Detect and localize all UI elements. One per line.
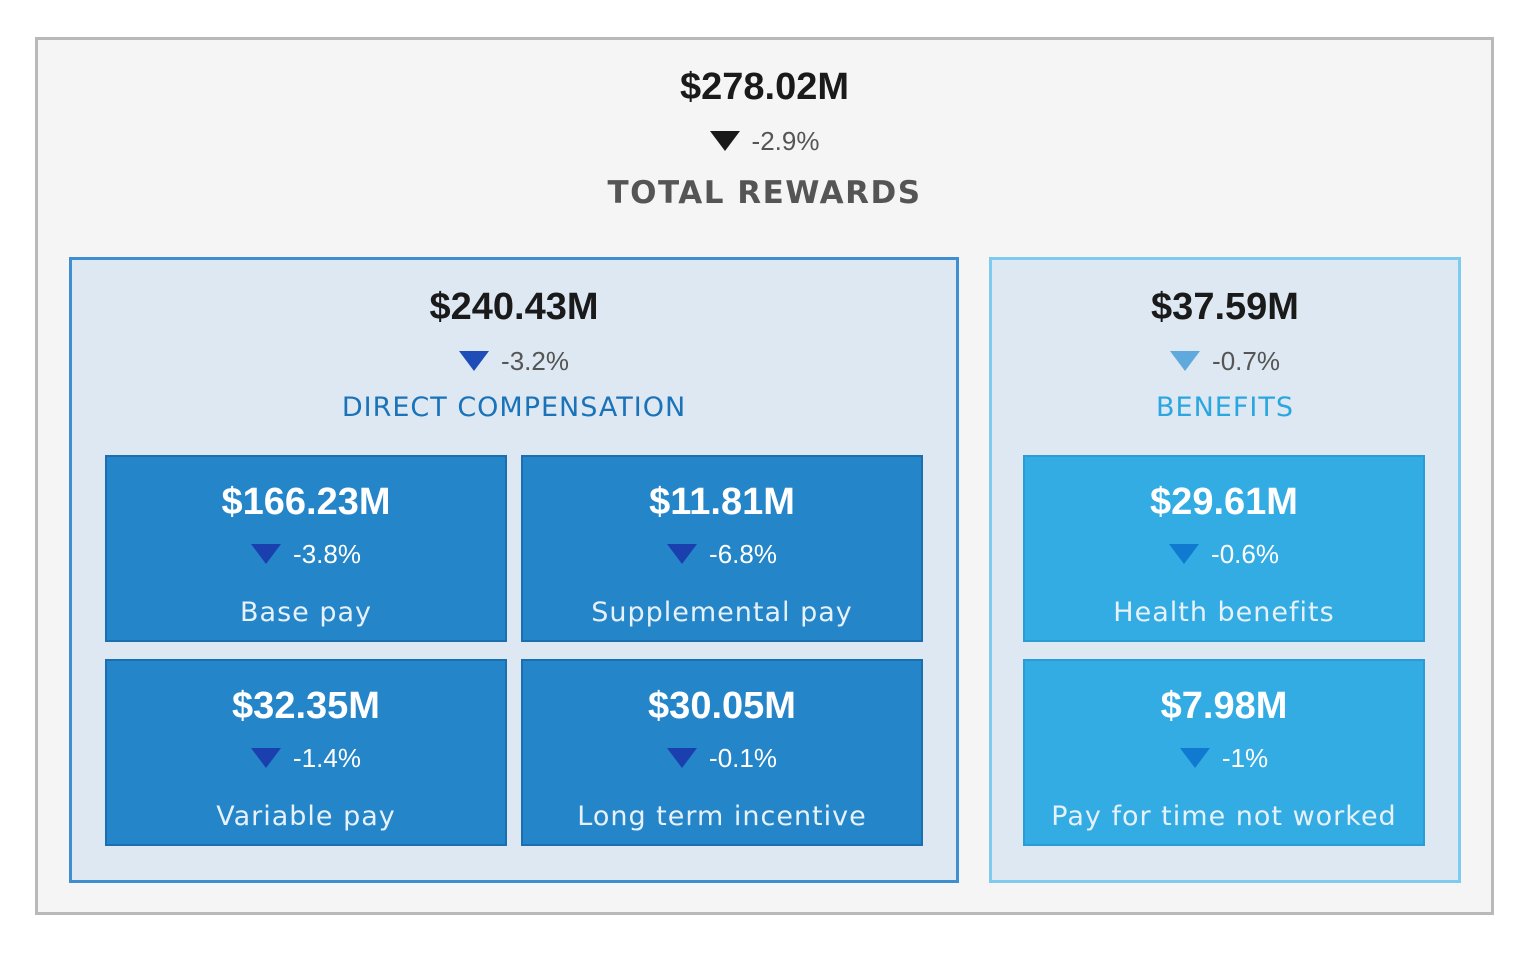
total-rewards-label: TOTAL REWARDS: [607, 175, 922, 211]
direct-compensation-delta-text: -3.2%: [501, 346, 569, 376]
total-rewards-delta: -2.9%: [38, 128, 1491, 154]
tile-delta-text: -0.6%: [1211, 539, 1279, 569]
tile-label: Supplemental pay: [591, 597, 853, 628]
tile-value: $166.23M: [221, 481, 391, 523]
tile-label: Pay for time not worked: [1051, 801, 1397, 832]
tile-value: $7.98M: [1160, 685, 1288, 727]
tile-delta: -0.6%: [1025, 541, 1423, 567]
direct-compensation-delta: -3.2%: [72, 348, 956, 374]
triangle-down-icon: [667, 748, 698, 768]
tile-base-pay[interactable]: $166.23M -3.8% Base pay: [105, 455, 507, 642]
benefits-delta-text: -0.7%: [1212, 346, 1280, 376]
total-rewards-card: $278.02M -2.9% TOTAL REWARDS $240.43M -3…: [35, 37, 1494, 915]
benefits-value: $37.59M: [1151, 286, 1299, 328]
tile-delta: -0.1%: [523, 745, 921, 771]
tile-delta: -1%: [1025, 745, 1423, 771]
triangle-down-icon: [667, 544, 698, 564]
tile-pay-for-time-not-worked[interactable]: $7.98M -1% Pay for time not worked: [1023, 659, 1425, 846]
direct-compensation-panel[interactable]: $240.43M -3.2% DIRECT COMPENSATION $166.…: [69, 257, 959, 883]
total-rewards-delta-text: -2.9%: [751, 126, 820, 156]
tile-delta-text: -1.4%: [293, 743, 361, 773]
benefits-label: BENEFITS: [1156, 392, 1294, 423]
tile-label: Health benefits: [1113, 597, 1335, 628]
tile-delta: -3.8%: [107, 541, 505, 567]
tile-value: $30.05M: [648, 685, 796, 727]
tile-label: Variable pay: [216, 801, 396, 832]
direct-compensation-label: DIRECT COMPENSATION: [341, 392, 687, 423]
triangle-down-icon: [709, 131, 740, 151]
tile-delta-text: -6.8%: [709, 539, 777, 569]
triangle-down-icon: [1169, 544, 1200, 564]
tile-value: $32.35M: [232, 685, 380, 727]
tile-delta-text: -0.1%: [709, 743, 777, 773]
tile-variable-pay[interactable]: $32.35M -1.4% Variable pay: [105, 659, 507, 846]
triangle-down-icon: [251, 748, 282, 768]
tile-value: $29.61M: [1150, 481, 1298, 523]
tile-delta-text: -1%: [1221, 743, 1269, 773]
benefits-delta: -0.7%: [992, 348, 1458, 374]
tile-delta-text: -3.8%: [293, 539, 361, 569]
triangle-down-icon: [459, 351, 490, 371]
tile-delta: -6.8%: [523, 541, 921, 567]
tile-delta: -1.4%: [107, 745, 505, 771]
direct-compensation-value: $240.43M: [429, 286, 599, 328]
triangle-down-icon: [1179, 748, 1210, 768]
tile-health-benefits[interactable]: $29.61M -0.6% Health benefits: [1023, 455, 1425, 642]
tile-label: Long term incentive: [577, 801, 867, 832]
triangle-down-icon: [251, 544, 282, 564]
total-rewards-value: $278.02M: [679, 66, 849, 108]
benefits-panel[interactable]: $37.59M -0.7% BENEFITS $29.61M -0.6% Hea…: [989, 257, 1461, 883]
tile-label: Base pay: [240, 597, 372, 628]
tile-value: $11.81M: [649, 481, 795, 523]
triangle-down-icon: [1170, 351, 1201, 371]
tile-long-term-incentive[interactable]: $30.05M -0.1% Long term incentive: [521, 659, 923, 846]
tile-supplemental-pay[interactable]: $11.81M -6.8% Supplemental pay: [521, 455, 923, 642]
